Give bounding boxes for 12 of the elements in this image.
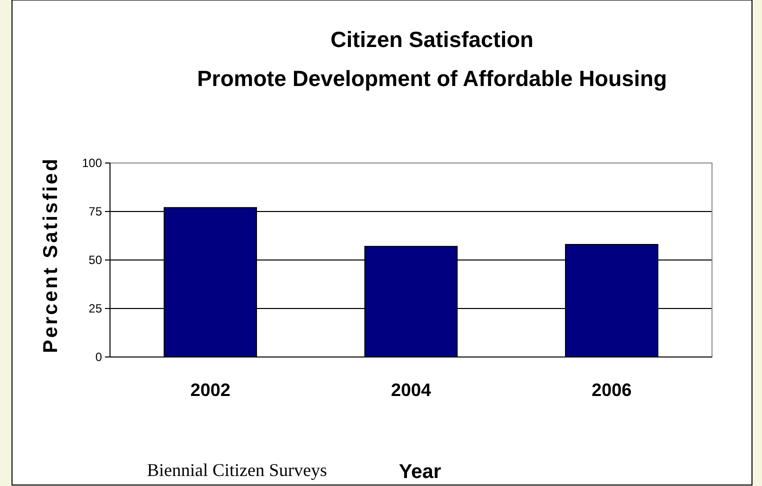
- chart-title: Citizen Satisfaction Promote Development of Affordable Housing: [197, 27, 667, 91]
- y-axis-title: Percent Satisfied: [40, 156, 62, 354]
- text: Biennial Citizen Surveys: [147, 460, 327, 480]
- y-tick-label: 0: [95, 350, 102, 364]
- x-tick-label: 2006: [592, 380, 632, 400]
- x-tick-label: 2004: [390, 380, 432, 400]
- y-tick-label: 75: [88, 204, 102, 218]
- y-tick-label: 100: [82, 156, 102, 170]
- x-axis-title: Year: [398, 461, 442, 483]
- y-tick-label: 25: [88, 301, 102, 316]
- x-tick-label: 2002: [190, 380, 230, 400]
- y-tick-label: 50: [88, 252, 102, 267]
